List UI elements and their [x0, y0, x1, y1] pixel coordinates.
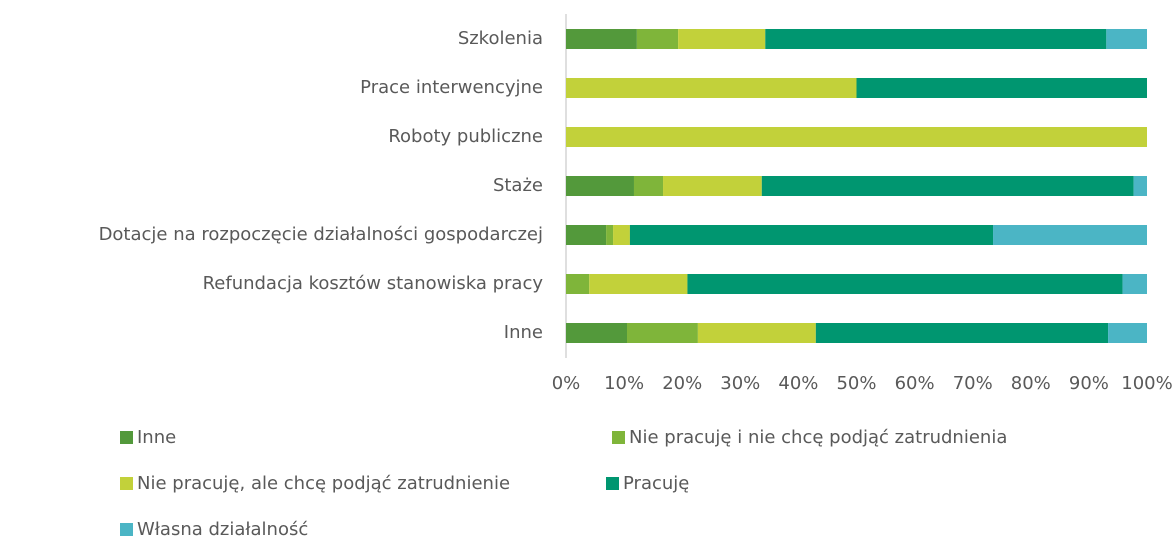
y-tick-label: Prace interwencyjne: [360, 77, 543, 98]
x-tick-label: 60%: [895, 373, 935, 394]
bar-segment: [633, 176, 664, 196]
bar-segment: [629, 225, 994, 245]
bar-segment: [765, 29, 1107, 49]
y-tick-label: Dotacje na rozpoczęcie działalności gosp…: [99, 224, 543, 245]
bar-segment: [815, 323, 1109, 343]
bar-segment: [566, 323, 628, 343]
x-tick-label: 0%: [552, 373, 581, 394]
x-tick-label: 30%: [720, 373, 760, 394]
bar-segment: [566, 29, 637, 49]
bar-segment: [663, 176, 762, 196]
x-tick-label: 70%: [953, 373, 993, 394]
bar-segment: [687, 274, 1123, 294]
y-tick-label: Inne: [504, 322, 543, 343]
legend-label: Inne: [137, 427, 176, 448]
bar-segment: [761, 176, 1134, 196]
bar-segment: [636, 29, 679, 49]
x-tick-label: 10%: [604, 373, 644, 394]
y-tick-label: Staże: [493, 175, 543, 196]
legend-label: Nie pracuję i nie chcę podjąć zatrudnien…: [629, 427, 1007, 448]
bar-segment: [566, 176, 634, 196]
bar-segment: [856, 78, 1147, 98]
bar-segment: [1108, 323, 1147, 343]
bar-segment: [566, 225, 607, 245]
legend-swatch: [120, 477, 133, 490]
bar-segment: [613, 225, 630, 245]
legend-swatch: [120, 523, 133, 536]
bar-segment: [1133, 176, 1147, 196]
legend-swatch: [606, 477, 619, 490]
legend-label: Własna działalność: [137, 519, 308, 538]
bar-segment: [566, 78, 857, 98]
legend-swatch: [612, 431, 625, 444]
bar-segment: [566, 127, 1147, 147]
bar-segment: [589, 274, 688, 294]
x-tick-label: 90%: [1069, 373, 1109, 394]
bar-segment: [993, 225, 1147, 245]
bar-segment: [1106, 29, 1147, 49]
legend-swatch: [120, 431, 133, 444]
bar-segment: [697, 323, 816, 343]
x-tick-label: 100%: [1121, 373, 1172, 394]
bar-segment: [627, 323, 698, 343]
x-tick-label: 50%: [836, 373, 876, 394]
bar-segment: [1122, 274, 1147, 294]
bar-segment: [566, 274, 590, 294]
y-tick-label: Szkolenia: [458, 28, 543, 49]
x-tick-label: 20%: [662, 373, 702, 394]
bar-segment: [678, 29, 766, 49]
x-tick-label: 80%: [1011, 373, 1051, 394]
legend-label: Nie pracuję, ale chcę podjąć zatrudnieni…: [137, 473, 510, 494]
y-tick-label: Refundacja kosztów stanowiska pracy: [203, 273, 544, 294]
x-tick-label: 40%: [778, 373, 818, 394]
y-tick-label: Roboty publiczne: [388, 126, 543, 147]
legend-label: Pracuję: [623, 473, 689, 494]
bar-segment: [606, 225, 614, 245]
